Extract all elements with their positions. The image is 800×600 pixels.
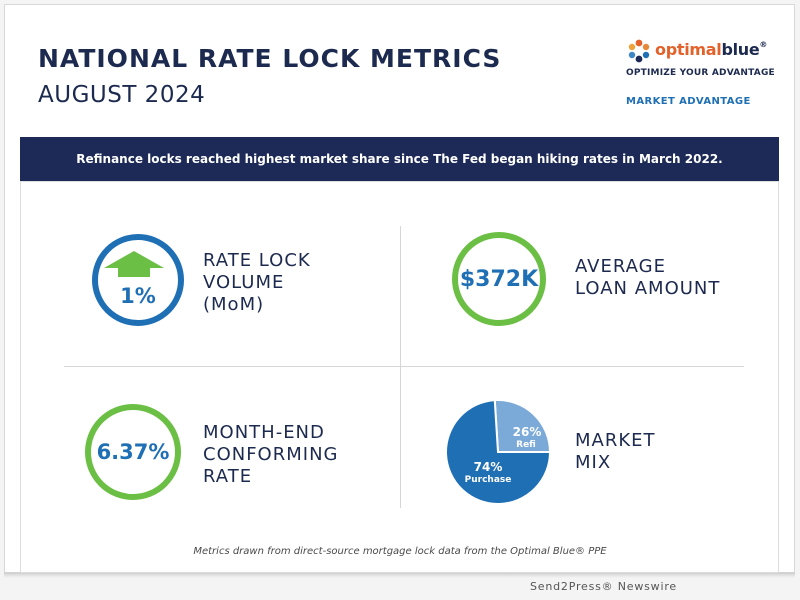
market-mix-pie-chart: 26%Refi 74%Purchase	[445, 399, 552, 505]
optimal-blue-logo: optimalblue®	[625, 36, 768, 66]
footnote: Metrics drawn from direct-source mortgag…	[193, 546, 607, 557]
rate-lock-volume-label: RATE LOCK VOLUME (MoM)	[203, 250, 311, 315]
market-mix-label: MARKET MIX	[575, 430, 656, 473]
section-label: MARKET ADVANTAGE	[626, 96, 751, 107]
pie-slice-refi	[493, 399, 552, 453]
refi-name-label: Refi	[516, 440, 536, 450]
logo-wordmark: optimalblue®	[655, 40, 768, 59]
rate-lock-volume-value: 1%	[120, 284, 156, 308]
card-shadow	[4, 572, 795, 578]
headline-banner: Refinance locks reached highest market s…	[20, 137, 779, 181]
page-subtitle: AUGUST 2024	[38, 82, 206, 108]
average-loan-circle: $372K	[452, 232, 546, 326]
page-title: NATIONAL RATE LOCK METRICS	[38, 44, 502, 73]
refi-value-label: 26%	[513, 425, 542, 439]
conforming-rate-circle: 6.37%	[85, 404, 181, 500]
up-arrow-icon	[104, 251, 164, 277]
purchase-name-label: Purchase	[465, 475, 512, 485]
rate-lock-volume-circle: 1%	[92, 234, 184, 326]
vertical-divider	[400, 226, 401, 508]
purchase-value-label: 74%	[474, 460, 503, 474]
logo-flower-icon	[628, 39, 650, 63]
average-loan-value: $372K	[459, 266, 539, 292]
average-loan-label: AVERAGE LOAN AMOUNT	[575, 256, 721, 299]
horizontal-divider	[64, 366, 744, 367]
conforming-rate-value: 6.37%	[96, 440, 170, 464]
conforming-rate-label: MONTH-END CONFORMING RATE	[203, 422, 339, 487]
newswire-credit: Send2Press® Newswire	[530, 580, 677, 593]
brand-tagline: OPTIMIZE YOUR ADVANTAGE	[626, 68, 775, 78]
pie-slice-purchase	[445, 399, 552, 505]
